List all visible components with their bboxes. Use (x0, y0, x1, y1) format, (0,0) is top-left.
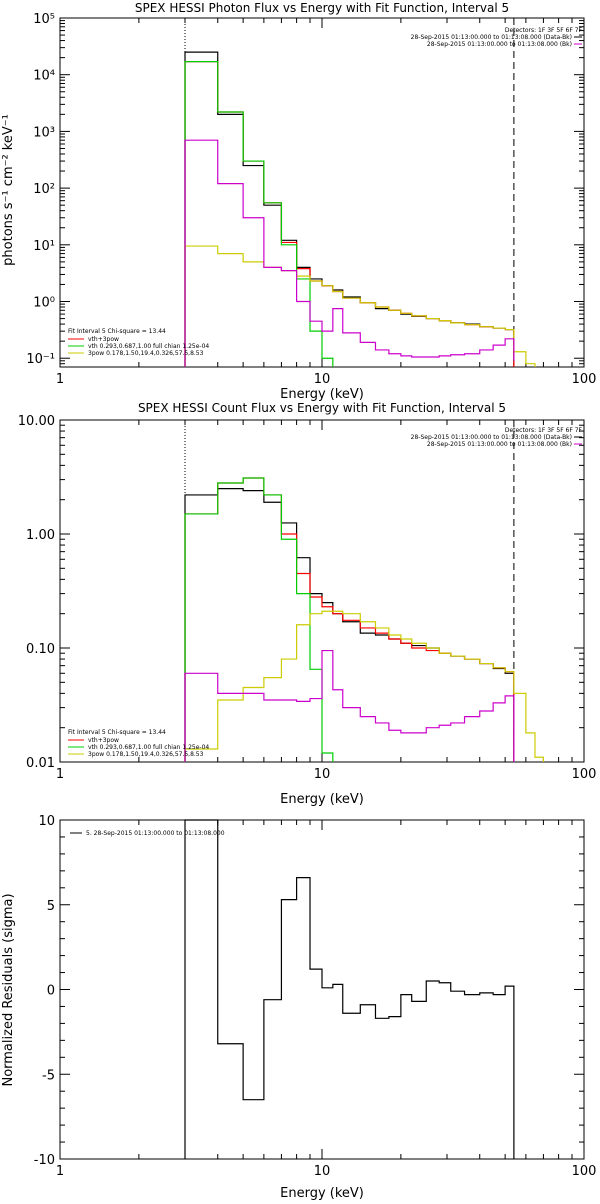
photon-flux-y-tick-label: 10⁻¹ (26, 352, 55, 367)
residuals-legend-label: 5. 28-Sep-2015 01:13:00.000 to 01:13:08.… (86, 830, 225, 837)
photon-flux-series-vth (184, 61, 334, 367)
residuals-y-tick-label: -10 (34, 1153, 55, 1168)
photon-flux-ylabel: photons s⁻¹ cm⁻² keV⁻¹ (1, 114, 16, 266)
residuals-x-tick-label: 10 (314, 1164, 331, 1179)
photon-flux-series-total (184, 61, 515, 367)
residuals-y-tick-label: -5 (42, 1068, 55, 1083)
count-flux-header-bk-interval: 28-Sep-2015 01:13:00.000 to 01:13:08.000… (427, 441, 572, 448)
residuals-y-tick-label: 10 (38, 814, 55, 829)
photon-flux-legend-title: Fit Interval 5 Chi-square = 13.44 (68, 328, 166, 335)
count-flux-series-pow (184, 610, 545, 762)
photon-flux-y-tick-label: 10¹ (33, 239, 55, 254)
residuals-y-tick-label: 0 (47, 984, 55, 999)
residuals-x-tick-label: 1 (56, 1164, 64, 1179)
count-flux-x-tick-label: 1 (56, 767, 64, 782)
residuals-plot-area: 1 10 100 -10 -5 0 5 10 (34, 814, 597, 1179)
count-flux-header-data-interval: 28-Sep-2015 01:13:00.000 to 01:13:08.000… (411, 434, 572, 441)
count-flux-y-tick-label: 1.00 (26, 528, 55, 543)
photon-flux-header-detectors: Detectors: 1F 3F 5F 6F 7F (505, 27, 583, 34)
count-flux-x-tick-label: 10 (314, 767, 331, 782)
photon-flux-panel: SPEX HESSI Photon Flux vs Energy with Fi… (1, 1, 596, 402)
count-flux-x-tick-label: 100 (572, 767, 597, 782)
photon-flux-y-tick-label: 10² (33, 182, 55, 197)
photon-flux-legend-total: vth+3pow (88, 336, 119, 343)
count-flux-y-tick-label: 10.00 (18, 414, 55, 429)
count-flux-legend-total: vth+3pow (88, 737, 119, 744)
photon-flux-header-bk-interval: 28-Sep-2015 01:13:00.000 to 01:13:08.000… (427, 41, 572, 48)
photon-flux-frame (59, 17, 585, 368)
photon-flux-series-pow (184, 245, 536, 367)
count-flux-legend-pow: 3pow 0.178,1.50,19.4,0.326,57.5,8.53 (88, 751, 204, 758)
photon-flux-series-data (184, 51, 515, 367)
count-flux-series-background (184, 649, 515, 762)
photon-flux-legend-pow: 3pow 0.178,1.50,19.4,0.326,57.5,8.53 (88, 350, 204, 357)
residuals-xlabel: Energy (keV) (280, 1186, 364, 1200)
photon-flux-series-background (184, 139, 515, 367)
photon-flux-plot-area: 1 10 100 10⁻¹ 10⁰ 10¹ 10² 10³ 10⁴ 10⁵ (26, 12, 596, 387)
count-flux-legend-vth: vth 0.293,0.687,1.00 full chian 1.25e-04 (88, 744, 209, 751)
residuals-panel: Energy (keV) Normalized Residuals (sigma… (1, 814, 597, 1201)
count-flux-header-detectors: Detectors: 1F 3F 5F 6F 7F (505, 427, 583, 434)
count-flux-xlabel: Energy (keV) (280, 792, 364, 807)
residuals-ylabel: Normalized Residuals (sigma) (1, 893, 16, 1086)
count-flux-panel: SPEX HESSI Count Flux vs Energy with Fit… (18, 401, 597, 807)
photon-flux-y-tick-label: 10⁵ (33, 12, 55, 27)
photon-flux-y-tick-label: 10³ (33, 125, 55, 140)
photon-flux-header-data-interval: 28-Sep-2015 01:13:00.000 to 01:13:08.000… (411, 34, 572, 41)
photon-flux-title: SPEX HESSI Photon Flux vs Energy with Fi… (135, 1, 509, 15)
count-flux-series-vth (184, 477, 334, 762)
photon-flux-xlabel: Energy (keV) (280, 387, 364, 402)
count-flux-title: SPEX HESSI Count Flux vs Energy with Fit… (138, 401, 506, 415)
photon-flux-y-tick-label: 10⁴ (33, 69, 55, 84)
count-flux-plot-area: 1 10 100 0.01 0.10 1.00 10.00 (18, 414, 597, 782)
count-flux-y-tick-label: 0.10 (26, 642, 55, 657)
residuals-x-tick-label: 100 (572, 1164, 597, 1179)
photon-flux-x-tick-label: 10 (314, 372, 331, 387)
residuals-y-tick-label: 5 (47, 899, 55, 914)
photon-flux-legend-vth: vth 0.293,0.687,1.00 full chian 1.25e-04 (88, 343, 209, 350)
residuals-series-residuals (184, 819, 515, 1159)
photon-flux-x-tick-label: 100 (572, 372, 597, 387)
photon-flux-x-tick-label: 1 (56, 372, 64, 387)
count-flux-y-tick-label: 0.01 (26, 756, 55, 771)
photon-flux-y-tick-label: 10⁰ (33, 296, 55, 311)
count-flux-legend-title: Fit Interval 5 Chi-square = 13.44 (68, 729, 166, 736)
